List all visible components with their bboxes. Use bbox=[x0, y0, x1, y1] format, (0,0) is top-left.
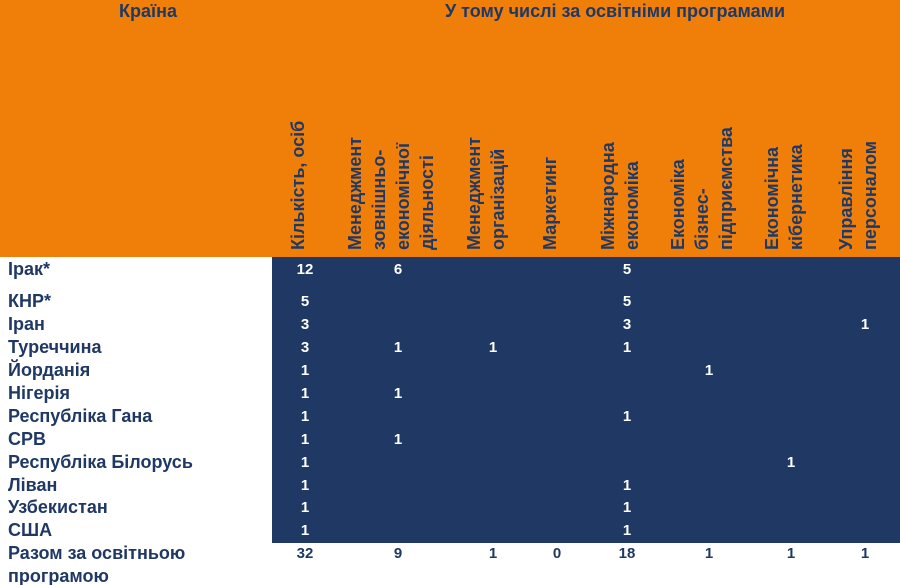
cell-value: 1 bbox=[623, 499, 631, 516]
cell-value: 1 bbox=[394, 339, 402, 356]
column-header: Маркетинг bbox=[540, 156, 560, 250]
column-header: Кількість, осіб bbox=[288, 121, 308, 250]
total-value: 0 bbox=[553, 545, 561, 562]
cell-value: 1 bbox=[394, 431, 402, 448]
cell-value: 1 bbox=[623, 408, 631, 425]
cell-value: 1 bbox=[301, 499, 309, 516]
country-name: Йорданія bbox=[8, 359, 90, 380]
cell-value: 5 bbox=[623, 261, 631, 278]
country-header: Країна bbox=[119, 1, 178, 21]
cell-value: 1 bbox=[623, 339, 631, 356]
country-name: Нігерія bbox=[8, 383, 70, 403]
cell-value: 3 bbox=[301, 339, 309, 356]
body-background bbox=[272, 257, 900, 543]
country-name: Республіка Гана bbox=[8, 406, 153, 426]
cell-value: 1 bbox=[301, 385, 309, 402]
cell-value: 1 bbox=[301, 431, 309, 448]
cell-value: 5 bbox=[623, 293, 631, 310]
cell-value: 1 bbox=[301, 522, 309, 539]
country-name: СРВ bbox=[8, 429, 46, 449]
country-name: КНР* bbox=[8, 291, 51, 311]
total-value: 1 bbox=[489, 545, 497, 562]
cell-value: 1 bbox=[489, 339, 497, 356]
cell-value: 1 bbox=[787, 454, 795, 471]
column-header: кібернетика bbox=[786, 143, 806, 250]
header-background bbox=[0, 0, 900, 257]
column-header: зовнішньо- bbox=[369, 150, 389, 250]
total-value: 9 bbox=[394, 545, 402, 562]
country-name: США bbox=[8, 520, 52, 540]
cell-value: 1 bbox=[861, 316, 869, 333]
cell-value: 1 bbox=[301, 408, 309, 425]
total-label: Разом за освітньою bbox=[8, 543, 185, 563]
column-header: Управління bbox=[836, 148, 856, 250]
column-header: Менеджмент bbox=[345, 137, 365, 250]
total-value: 18 bbox=[619, 545, 636, 562]
column-header: економіка bbox=[622, 160, 642, 250]
total-label: програмою bbox=[8, 566, 109, 585]
column-header: Менеджмент bbox=[464, 137, 484, 250]
country-name: Узбекистан bbox=[8, 497, 108, 517]
column-header: бізнес- bbox=[692, 188, 712, 250]
column-header: Міжнародна bbox=[598, 141, 618, 250]
country-name: Туреччина bbox=[8, 337, 102, 357]
cell-value: 1 bbox=[623, 477, 631, 494]
cell-value: 5 bbox=[301, 293, 309, 310]
cell-value: 3 bbox=[301, 316, 309, 333]
cell-value: 1 bbox=[301, 454, 309, 471]
programs-header: У тому числі за освітніми програмами bbox=[445, 1, 785, 21]
total-value: 32 bbox=[297, 545, 314, 562]
cell-value: 1 bbox=[623, 522, 631, 539]
country-name: Іран bbox=[8, 314, 45, 334]
total-value: 1 bbox=[787, 545, 795, 562]
column-header: персоналом bbox=[860, 141, 880, 250]
column-header: Економічна bbox=[762, 146, 782, 250]
total-value: 1 bbox=[705, 545, 713, 562]
cell-value: 1 bbox=[301, 362, 309, 379]
cell-value: 3 bbox=[623, 316, 631, 333]
column-header: підприємства bbox=[716, 126, 736, 250]
cell-value: 1 bbox=[705, 362, 713, 379]
cell-value: 1 bbox=[394, 385, 402, 402]
country-name: Ірак* bbox=[8, 259, 50, 279]
column-header: Економіка bbox=[668, 158, 688, 250]
cell-value: 12 bbox=[297, 261, 314, 278]
country-name: Ліван bbox=[8, 475, 57, 495]
country-name: Республіка Білорусь bbox=[8, 452, 193, 472]
cell-value: 1 bbox=[301, 477, 309, 494]
column-header: економічної bbox=[393, 142, 413, 250]
column-header: організацій bbox=[488, 149, 508, 250]
total-value: 1 bbox=[861, 545, 869, 562]
column-header: діяльності bbox=[417, 155, 437, 250]
cell-value: 6 bbox=[394, 261, 402, 278]
